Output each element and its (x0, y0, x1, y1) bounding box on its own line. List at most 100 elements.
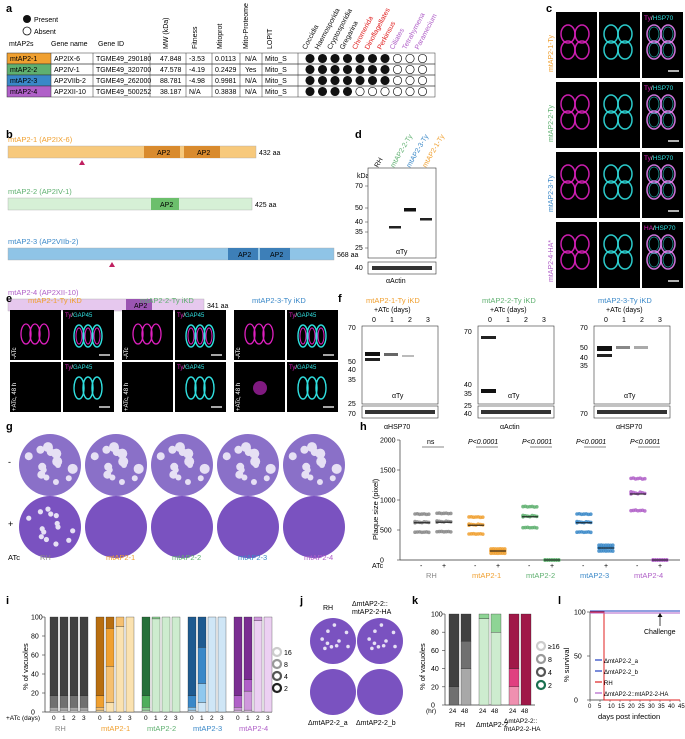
strain-label: mtAP2-2 (172, 553, 201, 562)
data-point (575, 512, 579, 516)
plaque (54, 520, 60, 527)
group-label: mtAP2-2 (147, 724, 176, 733)
cell-fitness: -4.19 (189, 67, 205, 74)
header-gene-name: Gene name (51, 41, 88, 48)
mw-marker: 40 (580, 355, 588, 362)
panel-label-d: d (355, 129, 362, 141)
atc-pm: - (636, 563, 639, 570)
plaque-well (310, 618, 356, 664)
parasite-outline (91, 376, 103, 400)
parasite-outline (660, 110, 676, 130)
stacked-bar-segment (171, 616, 181, 713)
data-point (640, 477, 645, 481)
protein-length: 432 aa (259, 150, 281, 157)
plaque (102, 445, 111, 454)
ifa-image (122, 362, 173, 412)
parasite-outline (203, 376, 215, 400)
plaque (372, 641, 377, 646)
merge-label-part: / (295, 365, 297, 371)
group-label: mtAP2-3 (580, 571, 609, 580)
band (616, 346, 630, 349)
present-dot (330, 75, 340, 86)
stacked-bar-segment (49, 616, 59, 696)
cell-mitoprot: 0.9981 (215, 78, 237, 85)
stacked-bar-segment (79, 709, 89, 713)
stacked-bar-segment (460, 613, 472, 642)
absent-dot (417, 53, 428, 64)
plaque (90, 452, 99, 461)
data-point (413, 512, 417, 516)
parasite-outline (315, 324, 327, 348)
row-label-c: mtAP2-3-Ty (548, 175, 555, 212)
cell-id: mtAP2-4 (10, 89, 37, 96)
ap2-domain-label: AP2 (134, 303, 147, 310)
merge-label-part: / (653, 225, 655, 232)
parasite-outline (660, 180, 676, 200)
condition-label: +ATc, 48 h (124, 383, 130, 411)
plaque (184, 456, 195, 467)
stacked-bar-segment (233, 695, 243, 708)
absent-dot (392, 53, 403, 64)
legend-ring-icon (271, 682, 283, 694)
merge-label-part: Ty (177, 313, 183, 319)
stacked-bar-segment (115, 616, 125, 627)
absent-dot (405, 64, 415, 75)
plaque (131, 475, 138, 482)
parasite-outline (660, 40, 676, 60)
data-point (535, 526, 539, 530)
x-tick-label: 25 (638, 704, 645, 710)
merge-label: Ty/GAP45 (177, 365, 205, 371)
parasite-outline (574, 94, 590, 114)
plaque-well (357, 669, 403, 715)
merge-label: HA/HSP70 (644, 225, 676, 232)
present-dot (380, 64, 390, 75)
j-label: mtAP2-2-HA (352, 609, 392, 616)
x-tick-label: 15 (618, 704, 625, 710)
condition-label: -ATc (12, 347, 18, 359)
blot-label: αTy (392, 393, 404, 400)
y-tick-label: 100 (431, 612, 443, 619)
stacked-bar-segment (59, 616, 69, 696)
parasite-outline (306, 376, 318, 400)
header-loput: LOPIT (267, 28, 274, 49)
atc-pm: - (420, 563, 423, 570)
day-label: 2 (640, 317, 644, 324)
parasite-inner (662, 112, 674, 128)
merge-label-part: HSP70 (653, 15, 674, 22)
protein-length: 341 aa (207, 303, 229, 310)
row-color-mtAP2-3 (7, 75, 51, 86)
parasite-outline (73, 324, 85, 348)
plaque (26, 515, 32, 521)
plaque (370, 646, 374, 651)
present-dot (317, 86, 328, 97)
data-point (496, 551, 500, 556)
y-axis-label: % of vacuoles (418, 643, 427, 690)
blot-label: αTy (396, 249, 408, 256)
loading-label: αHSP70 (384, 424, 410, 431)
parasite-outline (617, 94, 633, 114)
cell-id: mtAP2-1 (10, 56, 37, 63)
plaque (65, 475, 72, 482)
blot-frame (361, 325, 439, 405)
panel-label-j: j (299, 595, 303, 607)
plaque (197, 475, 204, 482)
protein-length: 425 aa (255, 202, 277, 209)
group-label: mtAP2-2 (526, 571, 555, 580)
legend-ring-icon (271, 670, 283, 682)
merge-label-part: Ty (177, 365, 183, 371)
plaque (325, 641, 330, 646)
loading-band (597, 410, 667, 414)
protein-name: mtAP2-2 (AP2IV-1) (8, 187, 72, 196)
data-point (435, 529, 439, 534)
stacked-bar-segment (49, 707, 59, 711)
stacked-bar-segment (490, 632, 502, 706)
stacked-bar-segment (448, 686, 460, 706)
panel-label-g: g (6, 421, 13, 433)
plaque (175, 474, 182, 481)
stacked-bar-segment (243, 709, 253, 713)
data-point (575, 530, 579, 535)
y-axis-label: Plaque size (pixel) (371, 478, 380, 540)
y-tick-label: 40 (431, 666, 439, 673)
ap2-domain (228, 248, 258, 260)
